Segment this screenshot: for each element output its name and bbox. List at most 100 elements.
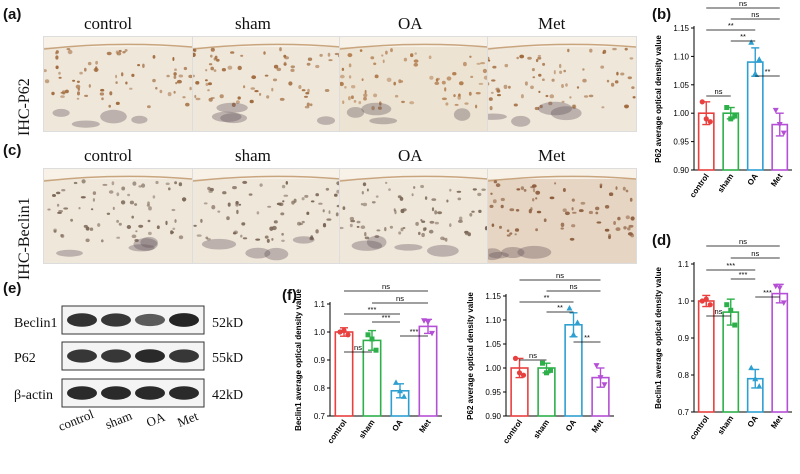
data-point <box>341 328 347 334</box>
significance-label: *** <box>739 270 748 279</box>
data-point <box>756 56 763 62</box>
significance-label: ** <box>544 293 550 302</box>
chart-f-beclin1: 0.7 0.8 0.9 1.0 1.1 Beclin1 average optical d… <box>294 282 442 445</box>
y-axis-label: Beclin1 average optical density value <box>654 267 663 409</box>
data-point <box>597 375 604 381</box>
wb-band <box>135 349 165 363</box>
data-point <box>748 39 755 45</box>
ihc-c-label-oa: OA <box>398 146 423 165</box>
significance-label: ns <box>382 282 390 291</box>
y-tick-label: 0.8 <box>678 371 690 380</box>
ihc-c-label-met: Met <box>538 146 566 165</box>
significance-label: *** <box>382 313 391 322</box>
bar-sham <box>722 112 740 171</box>
panel-letter-c: (c) <box>3 142 22 159</box>
data-point <box>365 332 371 338</box>
data-point <box>512 355 519 361</box>
y-tick-label: 0.9 <box>314 356 326 365</box>
ihc-beclin1-row-label: IHC-Beclin1 <box>16 197 33 280</box>
data-point <box>601 382 608 388</box>
x-tick-label: OA <box>746 172 760 187</box>
wb-band <box>169 349 199 363</box>
data-point <box>369 336 375 342</box>
bar-control <box>334 331 354 417</box>
y-tick-label: 1.1 <box>678 260 690 269</box>
data-point <box>421 318 427 324</box>
chart-f-p62: 0.90 0.95 1.00 1.05 1.10 1.15 P62 average opti… <box>466 271 614 445</box>
x-tick-label: sham <box>716 172 735 194</box>
x-tick-label: Met <box>417 418 432 435</box>
significance-label: *** <box>368 305 377 314</box>
significance-label: ** <box>728 21 734 30</box>
panel-letter-f: (f) <box>282 287 297 304</box>
x-tick-label: Met <box>590 418 605 435</box>
bar-met <box>771 292 789 413</box>
ihc-a-label-control: control <box>84 14 133 33</box>
wb-band <box>67 349 97 363</box>
wb-size-55kd: 55kD <box>212 351 244 366</box>
y-tick-label: 1.0 <box>314 328 326 337</box>
data-point <box>732 113 738 119</box>
data-point <box>776 122 783 128</box>
data-point <box>393 379 399 385</box>
y-tick-label: 0.7 <box>314 412 326 421</box>
significance-label: ns <box>354 343 362 352</box>
y-axis-label: Beclin1 average optical density value <box>294 289 303 431</box>
data-point <box>703 116 709 122</box>
data-point <box>724 105 730 111</box>
significance-label: ns <box>739 0 747 8</box>
data-point <box>703 296 709 302</box>
data-point <box>520 372 527 378</box>
ihc-c-label-sham: sham <box>235 146 271 165</box>
significance-label: *** <box>726 261 735 270</box>
data-point <box>724 302 730 308</box>
y-tick-label: 1.10 <box>673 52 689 61</box>
y-tick-label: 1.15 <box>673 24 689 33</box>
y-tick-label: 1.1 <box>314 300 326 309</box>
significance-label: ns <box>751 249 759 258</box>
panel-letter-a: (a) <box>3 6 22 23</box>
y-tick-label: 1.05 <box>485 340 501 349</box>
ihc-image-beclin1-oa <box>339 168 489 264</box>
x-tick-label: Met <box>769 172 784 189</box>
y-tick-label: 0.8 <box>314 384 326 393</box>
x-tick-label: Met <box>769 414 784 431</box>
x-tick-label: control <box>501 418 524 445</box>
data-point <box>699 99 705 105</box>
y-tick-label: 0.9 <box>678 334 690 343</box>
significance-label: ns <box>739 237 747 246</box>
wb-band <box>101 349 131 363</box>
significance-label: ns <box>529 351 537 360</box>
chart-d-beclin1: 0.7 0.8 0.9 1.0 1.1 Beclin1 average optical d… <box>654 237 792 441</box>
ihc-image-p62-met <box>487 36 637 132</box>
ihc-a-label-oa: OA <box>398 14 423 33</box>
wb-band <box>67 386 97 400</box>
data-point <box>780 130 787 137</box>
significance-label: ns <box>715 307 723 316</box>
y-axis-label: P62 average optical density value <box>466 292 475 420</box>
y-tick-label: 0.7 <box>678 408 690 417</box>
x-tick-label: OA <box>564 418 578 433</box>
wb-size-52kd: 52kD <box>212 316 244 331</box>
wb-band <box>67 313 97 327</box>
significance-label: ns <box>570 282 578 291</box>
data-point <box>574 319 581 325</box>
data-point <box>707 302 713 308</box>
y-tick-label: 1.15 <box>485 292 501 301</box>
data-point <box>772 107 779 114</box>
bar-oa <box>564 323 583 417</box>
data-point <box>516 370 523 376</box>
data-point <box>772 283 779 290</box>
y-tick-label: 1.0 <box>678 297 690 306</box>
wb-band <box>135 386 165 400</box>
y-axis-label: P62 average optical density value <box>654 35 663 163</box>
panel-letter-b: (b) <box>652 6 672 23</box>
data-point <box>776 285 783 292</box>
ihc-image-beclin1-control <box>43 168 193 264</box>
ihc-image-p62-control <box>43 36 193 132</box>
y-tick-label: 1.00 <box>673 109 689 118</box>
x-tick-label: sham <box>532 418 551 440</box>
significance-label: ns <box>751 10 759 19</box>
y-tick-label: 0.90 <box>673 166 689 175</box>
significance-label: ** <box>740 32 746 41</box>
